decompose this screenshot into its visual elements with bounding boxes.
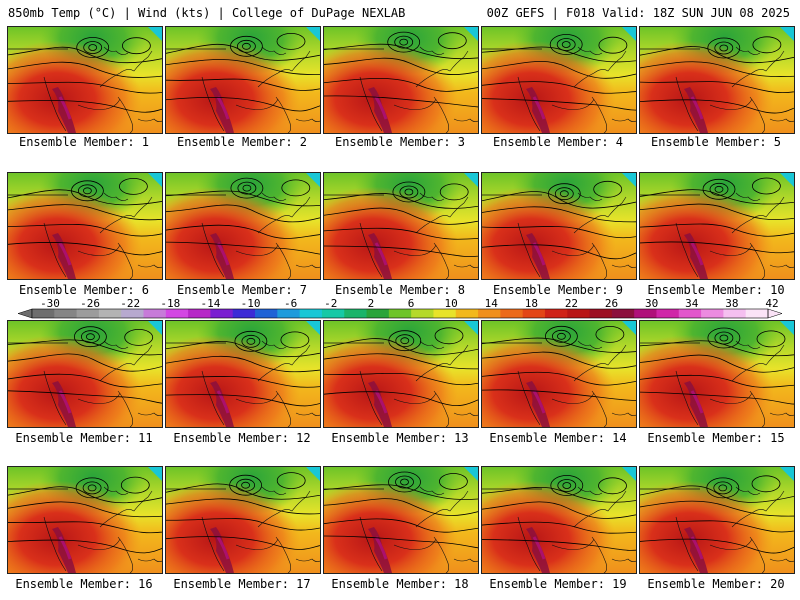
- colorbar-tick-label: 30: [645, 297, 658, 310]
- ensemble-map-1: [7, 26, 163, 134]
- colorbar-swatch: [32, 309, 55, 318]
- colorbar-swatch: [210, 309, 234, 318]
- colorbar-left-arrow: [17, 308, 33, 319]
- colorbar-swatch: [299, 309, 323, 318]
- run-valid-time: 00Z GEFS | F018 Valid: 18Z SUN JUN 08 20…: [486, 6, 790, 20]
- colorbar-tick-label: 2: [368, 297, 375, 310]
- ensemble-map-14: [481, 320, 637, 428]
- ensemble-map-11: [7, 320, 163, 428]
- ensemble-member-label: Ensemble Member: 9: [492, 283, 624, 297]
- ensemble-member-label: Ensemble Member: 5: [650, 135, 782, 149]
- colorbar-swatch: [522, 309, 546, 318]
- ensemble-map-19: [481, 466, 637, 574]
- ensemble-member-label: Ensemble Member: 15: [647, 431, 785, 445]
- ensemble-member-label: Ensemble Member: 4: [492, 135, 624, 149]
- colorbar-swatch: [121, 309, 145, 318]
- colorbar-swatch: [321, 309, 345, 318]
- ensemble-map-12: [165, 320, 321, 428]
- ensemble-member-label: Ensemble Member: 10: [647, 283, 785, 297]
- colorbar-swatch: [678, 309, 702, 318]
- ensemble-map-7: [165, 172, 321, 280]
- ensemble-member-label: Ensemble Member: 17: [173, 577, 311, 591]
- colorbar-tick-label: -2: [324, 297, 337, 310]
- colorbar-swatch: [723, 309, 747, 318]
- colorbar-tick-label: 14: [485, 297, 499, 310]
- ensemble-map-5: [639, 26, 795, 134]
- colorbar-tick-label: -6: [284, 297, 297, 310]
- ensemble-member-label: Ensemble Member: 6: [18, 283, 150, 297]
- ensemble-member-label: Ensemble Member: 2: [176, 135, 308, 149]
- ensemble-map-18: [323, 466, 479, 574]
- ensemble-member-label: Ensemble Member: 13: [331, 431, 469, 445]
- colorbar-swatch: [500, 309, 524, 318]
- colorbar-swatch: [232, 309, 256, 318]
- ensemble-map-2: [165, 26, 321, 134]
- colorbar-swatch: [656, 309, 680, 318]
- colorbar-tick-label: 18: [525, 297, 538, 310]
- colorbar-swatch: [455, 309, 479, 318]
- ensemble-member-label: Ensemble Member: 12: [173, 431, 311, 445]
- colorbar-tick-label: 38: [725, 297, 738, 310]
- ensemble-member-label: Ensemble Member: 3: [334, 135, 466, 149]
- colorbar-right-arrow: [767, 308, 783, 319]
- colorbar-swatch: [544, 309, 568, 318]
- temperature-colorbar: -30 -26 -22 -18 -14 -10 -6 -2 2 6 10 14 18 22 26 30 34 38…: [12, 297, 788, 319]
- colorbar-swatch: [98, 309, 122, 318]
- ensemble-member-label: Ensemble Member: 19: [489, 577, 627, 591]
- ensemble-member-label: Ensemble Member: 18: [331, 577, 469, 591]
- ensemble-map-3: [323, 26, 479, 134]
- ensemble-member-label: Ensemble Member: 11: [15, 431, 153, 445]
- colorbar-swatch: [411, 309, 434, 318]
- ensemble-map-16: [7, 466, 163, 574]
- ensemble-member-label: Ensemble Member: 7: [176, 283, 308, 297]
- ensemble-map-9: [481, 172, 637, 280]
- colorbar-swatch: [188, 309, 211, 318]
- colorbar-tick-label: 10: [444, 297, 457, 310]
- ensemble-map-13: [323, 320, 479, 428]
- colorbar-tick-label: -26: [80, 297, 100, 310]
- ensemble-map-4: [481, 26, 637, 134]
- colorbar-swatch: [589, 309, 613, 318]
- colorbar-swatch: [344, 309, 368, 318]
- colorbar-tick-label: -18: [160, 297, 180, 310]
- colorbar-swatch: [433, 309, 457, 318]
- ensemble-map-6: [7, 172, 163, 280]
- colorbar-tick-label: 6: [408, 297, 415, 310]
- colorbar-tick-label: -14: [201, 297, 221, 310]
- colorbar-tick-label: -22: [120, 297, 140, 310]
- ensemble-map-8: [323, 172, 479, 280]
- ensemble-member-label: Ensemble Member: 8: [334, 283, 466, 297]
- colorbar-swatch: [611, 309, 635, 318]
- ensemble-member-label: Ensemble Member: 16: [15, 577, 153, 591]
- colorbar-tick-label: 22: [565, 297, 578, 310]
- colorbar-swatch: [567, 309, 591, 318]
- colorbar-swatch: [388, 309, 412, 318]
- colorbar-tick-label: 42: [765, 297, 778, 310]
- colorbar-tick-label: 26: [605, 297, 618, 310]
- ensemble-member-label: Ensemble Member: 1: [18, 135, 150, 149]
- ensemble-map-20: [639, 466, 795, 574]
- colorbar-tick-label: 34: [685, 297, 699, 310]
- ensemble-member-label: Ensemble Member: 20: [647, 577, 785, 591]
- ensemble-map-15: [639, 320, 795, 428]
- colorbar-swatch: [478, 309, 501, 318]
- ensemble-map-17: [165, 466, 321, 574]
- colorbar-swatch: [366, 309, 390, 318]
- colorbar-swatch: [143, 309, 167, 318]
- colorbar-tick-label: -30: [40, 297, 60, 310]
- colorbar-swatch: [76, 309, 100, 318]
- ensemble-member-label: Ensemble Member: 14: [489, 431, 627, 445]
- ensemble-map-10: [639, 172, 795, 280]
- chart-title: 850mb Temp (°C) | Wind (kts) | College o…: [8, 6, 406, 20]
- colorbar-swatch: [277, 309, 301, 318]
- colorbar-swatch: [165, 309, 189, 318]
- colorbar-tick-label: -10: [241, 297, 261, 310]
- colorbar-swatch: [54, 309, 78, 318]
- colorbar-swatch: [745, 309, 769, 318]
- colorbar-swatch: [634, 309, 657, 318]
- colorbar-swatch: [255, 309, 278, 318]
- colorbar-swatch: [701, 309, 724, 318]
